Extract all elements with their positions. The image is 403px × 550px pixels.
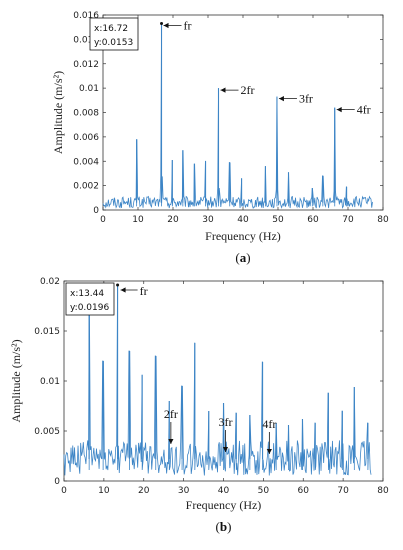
chart-a-ytick-label: 0.004 bbox=[73, 157, 99, 167]
chart-a-xtick-label: 10 bbox=[132, 215, 144, 225]
chart-a-annotation-3fr: 3fr bbox=[299, 92, 313, 106]
chart-a-datatip-y: y:0.0153 bbox=[94, 38, 133, 48]
chart-a-annotation-arrow-head bbox=[163, 22, 169, 29]
chart-b-xtick-label: 50 bbox=[258, 486, 270, 496]
chart-a-xtick-label: 50 bbox=[272, 215, 284, 225]
chart-a-datatip-marker bbox=[160, 22, 164, 26]
chart-b-xtick-label: 10 bbox=[98, 486, 110, 496]
chart-b-annotation-arrow-head bbox=[266, 449, 272, 454]
chart-a-ytick-label: 0.014 bbox=[73, 35, 99, 45]
chart-a-ytick-label: 0.008 bbox=[73, 109, 99, 119]
chart-a-annotation-arrow-head bbox=[278, 96, 284, 102]
chart-b-annotation-4fr: 4fr bbox=[262, 417, 276, 431]
chart-a-xtick-label: 30 bbox=[202, 215, 214, 225]
chart-a-ytick-label: 0.012 bbox=[73, 60, 99, 70]
chart-a-caption: (a) bbox=[235, 250, 250, 265]
chart-b-ytick-label: 0.005 bbox=[34, 427, 60, 437]
chart-a-plot-area bbox=[102, 14, 384, 211]
chart-a-annotation-fr: fr bbox=[184, 19, 192, 33]
chart-b-x-axis-label: Frequency (Hz) bbox=[186, 498, 262, 512]
chart-b-annotation-arrow-head bbox=[222, 447, 229, 452]
chart-b: 0 0.005 0.01 0.015 0.02 0 10 20 30 40 50 60 70 80 Freq… bbox=[9, 277, 389, 534]
chart-a-ytick-label: 0.002 bbox=[73, 182, 99, 192]
chart-a-xtick-label: 60 bbox=[307, 215, 319, 225]
chart-a-annotation-2fr: 2fr bbox=[241, 83, 255, 97]
chart-a: 0 0.002 0.004 0.006 0.008 0.01 0.012 0.014 0.016… bbox=[51, 11, 389, 265]
chart-b-xtick-label: 70 bbox=[337, 486, 349, 496]
chart-b-datatip-marker bbox=[116, 283, 120, 287]
chart-b-xtick-label: 20 bbox=[138, 486, 150, 496]
chart-b-annotation-3fr: 3fr bbox=[218, 415, 232, 429]
chart-a-annotation-arrow-head bbox=[220, 87, 226, 93]
chart-b-xtick-label: 60 bbox=[298, 486, 310, 496]
chart-a-ytick-label: 0 bbox=[93, 206, 99, 216]
chart-a-xtick-label: 80 bbox=[377, 215, 389, 225]
chart-a-xtick-label: 40 bbox=[237, 215, 249, 225]
chart-b-ytick-label: 0.01 bbox=[40, 377, 60, 387]
chart-a-ytick-label: 0.016 bbox=[73, 11, 99, 21]
chart-b-ytick-label: 0 bbox=[54, 477, 60, 487]
chart-a-series-line bbox=[102, 23, 373, 209]
chart-b-datatip-x: x:13.44 bbox=[70, 289, 104, 299]
chart-a-datatip-box bbox=[89, 17, 139, 51]
chart-b-ytick-label: 0.02 bbox=[40, 277, 60, 287]
chart-a-xtick-label: 20 bbox=[167, 215, 179, 225]
chart-b-xtick-label: 0 bbox=[61, 486, 67, 496]
chart-b-xtick-label: 40 bbox=[218, 486, 230, 496]
chart-a-y-axis-label: Amplitude (m/s²) bbox=[51, 71, 65, 154]
chart-a-xtick-label: 0 bbox=[100, 215, 106, 225]
chart-b-annotation-2fr: 2fr bbox=[164, 407, 178, 421]
chart-b-ytick-label: 0.015 bbox=[34, 327, 60, 337]
chart-b-xtick-label: 30 bbox=[178, 486, 190, 496]
chart-b-y-axis-label: Amplitude (m/s²) bbox=[9, 339, 23, 422]
chart-a-annotation-arrow-head bbox=[336, 107, 342, 113]
chart-a-datatip-x: x:16.72 bbox=[94, 24, 128, 34]
chart-a-annotation-4fr: 4fr bbox=[357, 103, 371, 117]
chart-a-ytick-label: 0.006 bbox=[73, 133, 99, 143]
chart-b-datatip-box bbox=[65, 282, 115, 316]
chart-a-x-axis-label: Frequency (Hz) bbox=[205, 229, 281, 243]
chart-b-annotation-arrow-head bbox=[168, 439, 174, 444]
chart-b-xtick-label: 80 bbox=[377, 486, 389, 496]
chart-b-annotation-fr: fr bbox=[140, 284, 148, 298]
chart-b-caption: (b) bbox=[216, 519, 232, 534]
chart-b-datatip-y: y:0.0196 bbox=[70, 303, 109, 313]
chart-a-xtick-label: 70 bbox=[342, 215, 354, 225]
chart-b-annotation-arrow-head bbox=[120, 287, 126, 293]
chart-a-ytick-label: 0.01 bbox=[79, 84, 99, 94]
